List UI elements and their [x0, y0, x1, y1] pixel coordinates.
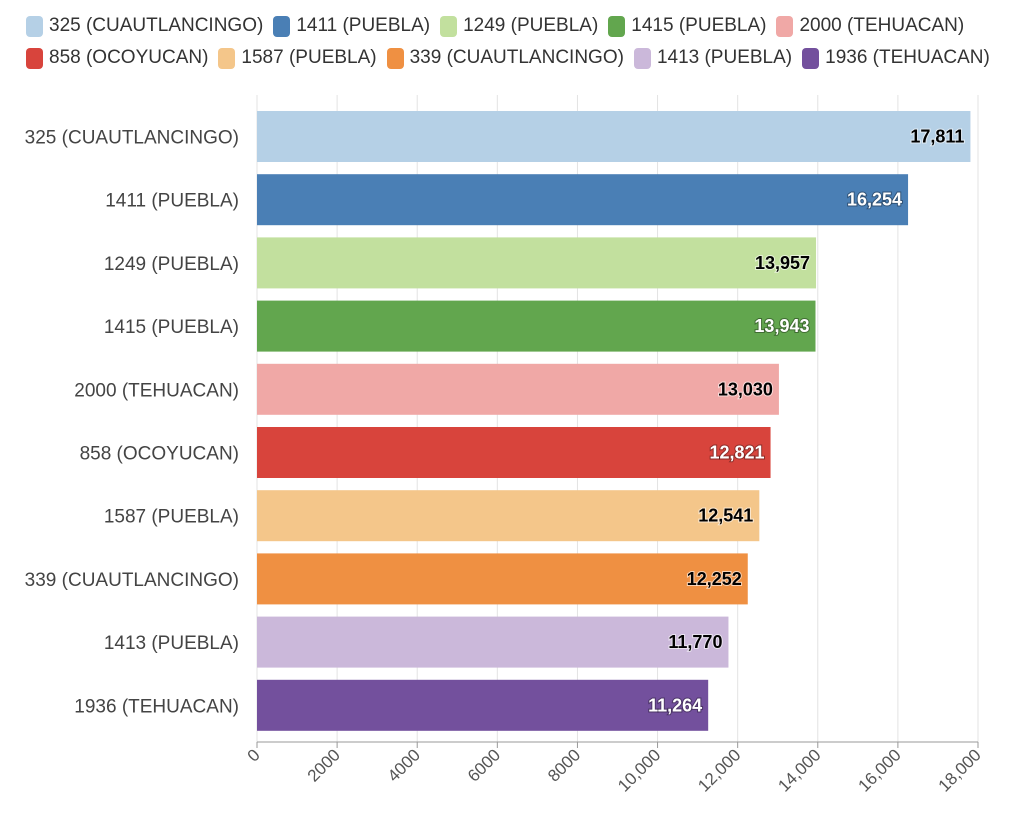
- bar-value-label: 12,252: [687, 569, 742, 589]
- bar-value-label: 17,811: [910, 127, 964, 147]
- bar[interactable]: [257, 363, 779, 415]
- legend-item[interactable]: 325 (CUAUTLANCINGO): [26, 14, 263, 38]
- x-tick-label: 16,000: [855, 745, 905, 795]
- x-tick-label: 14,000: [774, 745, 824, 795]
- x-axis-ticks: 0 2000 4000 6000 8000 10,000 12,000 14,000 16,00…: [244, 741, 985, 796]
- category-label: 325 (CUAUTLANCINGO): [25, 128, 239, 149]
- legend-item[interactable]: 339 (CUAUTLANCINGO): [386, 46, 624, 70]
- legend-label: 339 (CUAUTLANCINGO): [409, 47, 624, 68]
- x-tick-label: 8000: [544, 745, 584, 785]
- legend-swatch: [26, 15, 43, 37]
- bar[interactable]: [257, 616, 729, 668]
- category-labels: 325 (CUAUTLANCINGO) 1411 (PUEBLA) 1249 (PU…: [25, 128, 239, 718]
- bar-value-label: 13,030: [718, 379, 773, 399]
- legend-item[interactable]: 1587 (PUEBLA): [218, 46, 377, 70]
- x-tick-label: 0: [244, 745, 264, 765]
- legend-swatch: [26, 47, 43, 69]
- category-label: 1415 (PUEBLA): [104, 317, 239, 338]
- legend-label: 2000 (TEHUACAN): [799, 15, 965, 36]
- legend-label: 1249 (PUEBLA): [463, 15, 599, 36]
- category-label: 1249 (PUEBLA): [104, 254, 239, 275]
- bar-value-label: 11,770: [668, 632, 722, 652]
- legend-label: 1587 (PUEBLA): [241, 47, 377, 68]
- x-tick-label: 6000: [464, 745, 504, 785]
- bar-value-label: 12,821: [709, 443, 764, 463]
- legend-swatch: [386, 47, 404, 69]
- bar[interactable]: [257, 427, 771, 478]
- legend: 325 (CUAUTLANCINGO) 1411 (PUEBLA) 1249 (PU…: [26, 14, 1006, 70]
- category-label: 1413 (PUEBLA): [104, 633, 239, 654]
- bar[interactable]: [257, 174, 909, 226]
- bar[interactable]: [257, 300, 816, 352]
- legend-item[interactable]: 2000 (TEHUACAN): [776, 14, 964, 38]
- legend-swatch: [776, 15, 794, 37]
- category-label: 1936 (TEHUACAN): [74, 696, 239, 717]
- legend-item[interactable]: 1936 (TEHUACAN): [802, 46, 990, 70]
- bar-value-label: 12,541: [698, 506, 753, 526]
- x-tick-label: 18,000: [935, 745, 985, 795]
- bar-value-label: 13,957: [755, 253, 810, 273]
- legend-label: 1936 (TEHUACAN): [825, 47, 990, 68]
- legend-label: 1415 (PUEBLA): [631, 15, 767, 36]
- bar[interactable]: [257, 111, 971, 162]
- legend-label: 325 (CUAUTLANCINGO): [49, 15, 264, 36]
- bars: 17,811 16,254 13,957 13,943 13,030 12,821 12,5…: [257, 111, 971, 731]
- category-label: 858 (OCOYUCAN): [80, 444, 239, 465]
- legend-swatch: [608, 15, 626, 37]
- legend-label: 1413 (PUEBLA): [656, 47, 793, 68]
- legend-swatch: [440, 15, 458, 37]
- category-label: 339 (CUAUTLANCINGO): [25, 570, 239, 591]
- x-tick-label: 12,000: [694, 745, 744, 795]
- x-tick-label: 10,000: [614, 745, 664, 795]
- legend-item[interactable]: 1413 (PUEBLA): [633, 46, 793, 70]
- legend-item[interactable]: 1415 (PUEBLA): [608, 14, 766, 38]
- bar-value-label: 16,254: [847, 190, 902, 210]
- bar-value-label: 11,264: [648, 695, 702, 715]
- legend-swatch: [633, 47, 651, 69]
- legend-item[interactable]: 858 (OCOYUCAN): [26, 46, 208, 70]
- bar[interactable]: [257, 553, 748, 605]
- bar[interactable]: [257, 679, 709, 731]
- x-tick-label: 2000: [304, 745, 344, 785]
- legend-swatch: [802, 47, 820, 69]
- legend-swatch: [273, 15, 291, 37]
- legend-item[interactable]: 1411 (PUEBLA): [273, 14, 430, 38]
- category-label: 1411 (PUEBLA): [105, 191, 239, 212]
- legend-item[interactable]: 1249 (PUEBLA): [440, 14, 598, 38]
- legend-label: 858 (OCOYUCAN): [49, 47, 209, 68]
- bar[interactable]: [257, 490, 760, 542]
- bar[interactable]: [257, 237, 817, 289]
- legend-label: 1411 (PUEBLA): [296, 15, 431, 36]
- legend-swatch: [218, 47, 236, 69]
- category-label: 1587 (PUEBLA): [104, 507, 239, 528]
- x-tick-label: 4000: [384, 745, 424, 785]
- bar-value-label: 13,943: [754, 316, 809, 336]
- category-label: 2000 (TEHUACAN): [74, 380, 239, 401]
